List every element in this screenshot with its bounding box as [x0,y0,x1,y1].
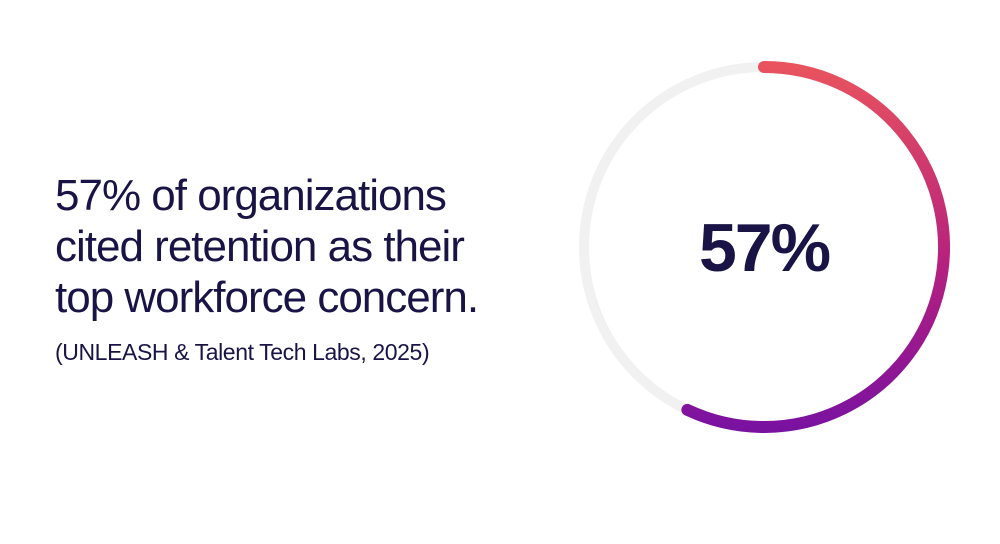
headline-line-2: cited retention as their [55,222,465,271]
donut-chart-svg: 57% [579,61,950,433]
citation: (UNLEASH & Talent Tech Labs, 2025) [55,339,430,365]
donut-chart: 57% [578,61,950,433]
donut-value-arc [681,61,950,433]
headline: 57% of organizations cited retention as … [55,170,555,323]
headline-line-1: 57% of organizations [55,171,447,220]
donut-center-value: 57% [699,210,830,286]
headline-line-3: top workforce concern. [55,273,479,322]
statement-block: 57% of organizations cited retention as … [55,170,555,366]
